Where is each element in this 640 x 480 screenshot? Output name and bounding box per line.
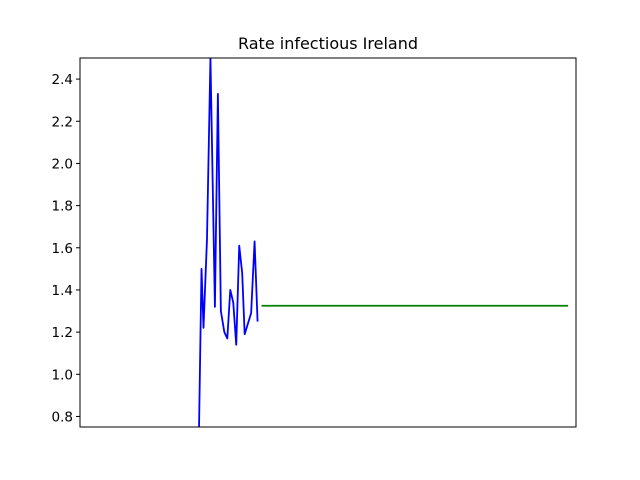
- y-tick-label: 1.8: [52, 199, 73, 215]
- y-tick-label: 0.8: [52, 409, 73, 425]
- plot-frame: [79, 57, 577, 428]
- y-tick-label: 1.0: [52, 367, 73, 383]
- y-tick-label: 2.4: [52, 72, 73, 88]
- chart-title: Rate infectious Ireland: [238, 34, 418, 53]
- series-line-1: [198, 58, 259, 427]
- y-tick-label: 2.2: [52, 114, 73, 130]
- plot-area: [198, 58, 569, 427]
- y-tick-label: 1.4: [52, 283, 73, 299]
- y-axis: 0.8 1.0 1.2 1.4 1.6 1.8 2.0 2.2 2.4: [52, 72, 80, 425]
- y-tick-label: 1.2: [52, 325, 73, 341]
- y-tick-label: 1.6: [52, 241, 73, 257]
- y-tick-label: 2.0: [52, 156, 73, 172]
